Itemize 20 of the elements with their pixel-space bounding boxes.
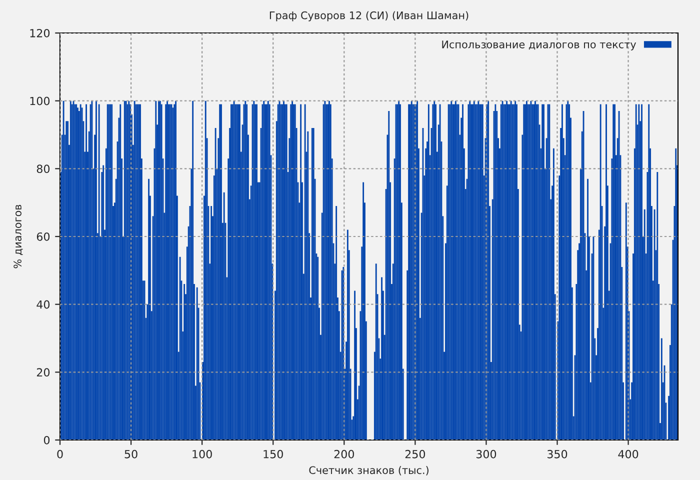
y-tick-label: 20 bbox=[36, 368, 50, 377]
y-tick-label: 120 bbox=[30, 28, 50, 38]
x-tick-label: 100 bbox=[192, 450, 212, 458]
y-tick-label: 60 bbox=[36, 232, 50, 241]
x-tick-label: 200 bbox=[334, 450, 354, 458]
chart-title: Граф Суворов 12 (СИ) (Иван Шаман) bbox=[270, 11, 468, 22]
x-tick-label: 0 bbox=[57, 450, 63, 458]
x-tick-label: 400 bbox=[618, 450, 638, 458]
x-tick-label: 50 bbox=[124, 450, 138, 458]
y-tick-label: 80 bbox=[36, 164, 50, 174]
x-tick-label: 350 bbox=[547, 450, 568, 458]
y-tick-label: 0 bbox=[44, 436, 50, 444]
x-axis-title: Счетчик знаков (тыс.) bbox=[309, 466, 428, 476]
y-tick-label: 40 bbox=[36, 300, 50, 309]
y-axis-title: % диалогов bbox=[14, 204, 23, 268]
x-tick-label: 300 bbox=[476, 450, 496, 458]
legend-label: Использование диалогов по тексту bbox=[442, 40, 636, 50]
x-tick-label: 150 bbox=[264, 450, 283, 458]
x-tick-label: 250 bbox=[405, 450, 426, 458]
y-tick-label: 100 bbox=[30, 96, 50, 106]
